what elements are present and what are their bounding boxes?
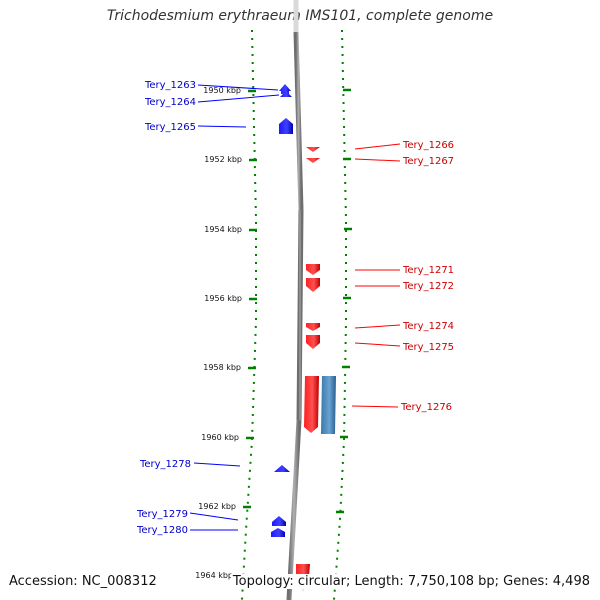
- kbp-label-1952: 1952 kbp: [204, 155, 242, 164]
- gene-arrow-tery-1275[interactable]: [306, 335, 320, 349]
- gene-label-tery-1274[interactable]: Tery_1274: [402, 321, 454, 332]
- kbp-label-1950: 1950 kbp: [203, 86, 241, 95]
- outer-right-guide: [333, 29, 347, 600]
- gene-label-tery-1278[interactable]: Tery_1278: [139, 459, 191, 470]
- gene-arrow-tery-1263[interactable]: [279, 84, 291, 94]
- gene-label-tery-1265[interactable]: Tery_1265: [144, 122, 196, 133]
- topology-text: Topology: circular; Length: 7,750,108 bp…: [230, 574, 590, 589]
- kbp-tick-1952: 1952 kbp: [204, 155, 257, 164]
- gene-arrow-tery-1265[interactable]: [279, 118, 293, 134]
- kbp-label-1956: 1956 kbp: [204, 294, 242, 303]
- kbp-label-1964: 1964 kbp: [195, 571, 233, 580]
- gene-label-tery-1280[interactable]: Tery_1280: [136, 525, 188, 536]
- gene-label-tery-1276[interactable]: Tery_1276: [400, 402, 452, 413]
- gene-label-tery-1272[interactable]: Tery_1272: [402, 281, 454, 292]
- kbp-tick-1954: 1954 kbp: [204, 225, 257, 234]
- kbp-tick-1950: 1950 kbp: [203, 86, 256, 95]
- gene-label-tery-1279[interactable]: Tery_1279: [136, 509, 188, 520]
- kbp-label-1962: 1962 kbp: [198, 502, 236, 511]
- kbp-scale: 1950 kbp 1952 kbp 1954 kbp 1956 kbp 1958…: [195, 86, 352, 580]
- minus-strand-genes: [296, 147, 336, 592]
- kbp-label-1960: 1960 kbp: [201, 433, 239, 442]
- gene-labels: Tery_1263 Tery_1264 Tery_1265 Tery_1266 …: [136, 80, 454, 536]
- gene-label-tery-1263[interactable]: Tery_1263: [144, 80, 196, 91]
- gene-arrow-tery-1276[interactable]: [304, 376, 319, 433]
- gene-label-tery-1267[interactable]: Tery_1267: [402, 156, 454, 167]
- gene-arrow-tery-1266[interactable]: [306, 147, 320, 152]
- kbp-tick-1962: 1962 kbp: [198, 502, 251, 511]
- gene-arrow-tery-1267[interactable]: [306, 158, 320, 163]
- kbp-tick-1960: 1960 kbp: [201, 433, 254, 442]
- gene-label-tery-1275[interactable]: Tery_1275: [402, 342, 454, 353]
- inner-left-guide: [241, 29, 257, 600]
- gene-arrow-tery-1272[interactable]: [306, 278, 320, 292]
- kbp-tick-1958: 1958 kbp: [203, 363, 256, 372]
- gene-label-tery-1266[interactable]: Tery_1266: [402, 140, 454, 151]
- gene-arrow-tery-1264[interactable]: [280, 91, 292, 97]
- gene-arrow-tery-1271[interactable]: [306, 264, 320, 275]
- plus-strand-genes: [271, 84, 293, 537]
- kbp-label-1954: 1954 kbp: [204, 225, 242, 234]
- gene-arrow-partial-bottom: [296, 564, 310, 577]
- page-title: Trichodesmium erythraeum IMS101, complet…: [106, 8, 494, 24]
- gene-arrow-tery-1274[interactable]: [306, 323, 320, 331]
- gene-block-tery-1276-feature[interactable]: [321, 376, 336, 434]
- kbp-tick-1956: 1956 kbp: [204, 294, 257, 303]
- kbp-label-1958: 1958 kbp: [203, 363, 241, 372]
- accession-text: Accession: NC_008312: [9, 574, 157, 589]
- leader-lines: [189, 84, 401, 531]
- gene-arrow-tery-1280[interactable]: [271, 528, 285, 537]
- genome-backbone: [286, 0, 304, 600]
- gene-label-tery-1271[interactable]: Tery_1271: [402, 265, 454, 276]
- gene-arrow-tery-1278[interactable]: [274, 465, 290, 472]
- gene-arrow-tery-1279[interactable]: [272, 516, 286, 526]
- gene-label-tery-1264[interactable]: Tery_1264: [144, 97, 196, 108]
